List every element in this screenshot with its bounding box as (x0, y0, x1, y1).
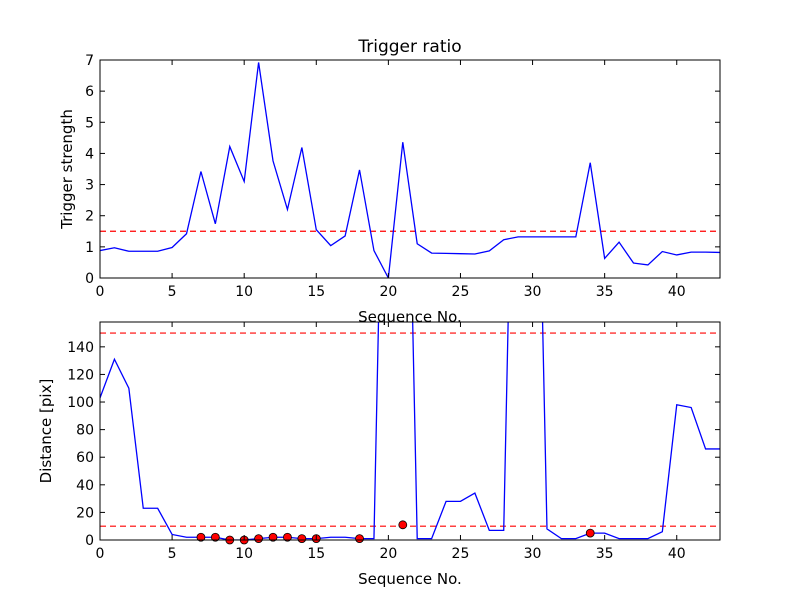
top-y-tick-label: 0 (85, 271, 94, 287)
top-y-tick-label: 2 (85, 209, 94, 225)
top-series-line (100, 62, 720, 278)
top-x-tick-label: 5 (168, 284, 177, 300)
bottom-x-tick-label: 40 (668, 546, 686, 562)
bottom-marker-point (254, 534, 264, 544)
top-y-axis-label: Trigger strength (58, 109, 76, 230)
bottom-marker-point (585, 528, 595, 538)
bottom-x-tick-label: 0 (96, 546, 105, 562)
bottom-marker-point (355, 534, 364, 544)
bottom-x-tick-label: 20 (379, 546, 397, 562)
top-y-tick-label: 3 (85, 178, 94, 194)
bottom-marker-point (297, 534, 307, 544)
bottom-marker-point (268, 532, 278, 542)
top-x-tick-label: 20 (379, 284, 397, 300)
top-panel: Trigger ratio 0 5 10 15 20 25 30 35 40 0 1 2 3 4 5 6 7 S… (58, 37, 721, 326)
bottom-x-axis-label: Sequence No. (358, 570, 462, 588)
bottom-marker-point (210, 532, 220, 542)
top-y-tick-label: 4 (85, 146, 94, 162)
bottom-axes-frame (99, 321, 721, 541)
top-x-tick-label: 40 (668, 284, 686, 300)
bottom-marker-point (398, 520, 408, 530)
bottom-x-tick-label: 30 (524, 546, 542, 562)
top-y-tick-label: 5 (85, 115, 94, 131)
bottom-y-tick-label: 0 (85, 533, 94, 549)
bottom-y-tick-label: 100 (67, 395, 94, 411)
bottom-y-tick-label: 80 (76, 423, 94, 439)
bottom-y-tick-label: 40 (76, 478, 94, 494)
top-x-tick-label: 0 (96, 284, 105, 300)
bottom-plot-area: 0 5 10 15 20 25 30 35 40 0 20 40 60 80 100 120 140 (67, 321, 721, 562)
top-chart-title: Trigger ratio (357, 37, 461, 57)
top-x-tick-label: 15 (307, 284, 325, 300)
bottom-panel: 0 5 10 15 20 25 30 35 40 0 20 40 60 80 100 120 140 Seque… (37, 321, 721, 588)
bottom-x-tick-label: 5 (168, 546, 177, 562)
bottom-x-tick-label: 35 (596, 546, 614, 562)
bottom-x-tick-label: 10 (235, 546, 253, 562)
top-x-tick-label: 25 (452, 284, 470, 300)
bottom-y-tick-label: 20 (76, 505, 94, 521)
top-y-tick-label: 7 (85, 53, 94, 69)
top-x-axis-label: Sequence No. (358, 308, 462, 326)
bottom-y-tick-label: 60 (76, 450, 94, 466)
bottom-y-axis-label: Distance [pix] (37, 379, 55, 484)
top-plot-area: 0 5 10 15 20 25 30 35 40 0 1 2 3 4 5 6 7 (85, 53, 721, 300)
top-x-tick-label: 10 (235, 284, 253, 300)
top-x-tick-label: 30 (524, 284, 542, 300)
top-y-tick-label: 1 (85, 240, 94, 256)
bottom-marker-point (196, 532, 206, 542)
top-x-tick-label: 35 (596, 284, 614, 300)
bottom-y-tick-label: 120 (67, 367, 94, 383)
bottom-marker-point (283, 532, 292, 542)
bottom-series-line (100, 322, 720, 540)
top-y-tick-label: 6 (85, 84, 94, 100)
bottom-x-tick-label: 15 (307, 546, 325, 562)
top-axes-frame (99, 59, 721, 279)
bottom-y-tick-label: 140 (67, 340, 94, 356)
bottom-x-tick-label: 25 (452, 546, 470, 562)
